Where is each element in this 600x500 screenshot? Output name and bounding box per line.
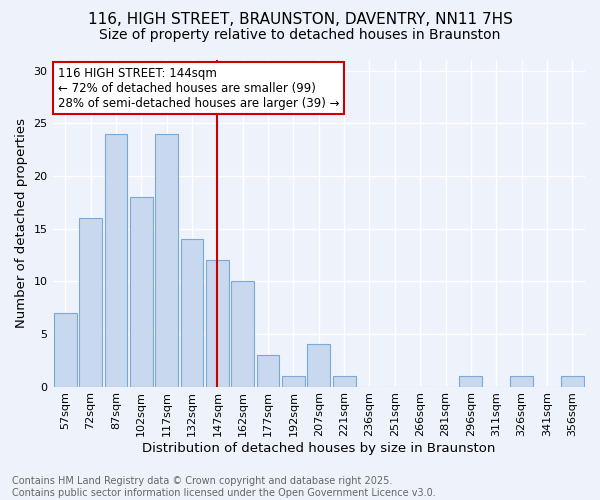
Text: Size of property relative to detached houses in Braunston: Size of property relative to detached ho… xyxy=(100,28,500,42)
Bar xyxy=(460,376,482,386)
Bar xyxy=(181,239,203,386)
Bar xyxy=(561,376,584,386)
Text: 116, HIGH STREET, BRAUNSTON, DAVENTRY, NN11 7HS: 116, HIGH STREET, BRAUNSTON, DAVENTRY, N… xyxy=(88,12,512,28)
Bar xyxy=(510,376,533,386)
Bar xyxy=(333,376,356,386)
Bar xyxy=(282,376,305,386)
Text: Contains HM Land Registry data © Crown copyright and database right 2025.
Contai: Contains HM Land Registry data © Crown c… xyxy=(12,476,436,498)
Bar xyxy=(130,197,152,386)
Bar xyxy=(231,281,254,386)
X-axis label: Distribution of detached houses by size in Braunston: Distribution of detached houses by size … xyxy=(142,442,496,455)
Bar xyxy=(206,260,229,386)
Y-axis label: Number of detached properties: Number of detached properties xyxy=(15,118,28,328)
Bar xyxy=(104,134,127,386)
Bar xyxy=(155,134,178,386)
Bar xyxy=(257,355,280,386)
Bar xyxy=(307,344,330,387)
Bar xyxy=(79,218,102,386)
Bar xyxy=(54,313,77,386)
Text: 116 HIGH STREET: 144sqm
← 72% of detached houses are smaller (99)
28% of semi-de: 116 HIGH STREET: 144sqm ← 72% of detache… xyxy=(58,66,340,110)
